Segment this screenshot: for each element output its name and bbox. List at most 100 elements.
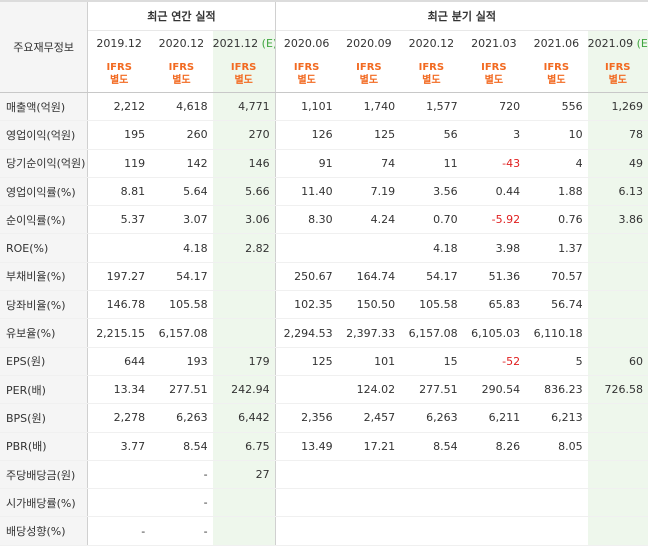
row-label: 영업이익(억원): [0, 120, 89, 150]
period-label: 2021.09: [587, 37, 634, 50]
table-cell: [212, 290, 276, 320]
row-label: 부채비율(%): [0, 261, 89, 292]
table-cell: 720: [462, 92, 526, 122]
period-label: 2021.06: [533, 37, 580, 50]
table-row: 당기순이익(억원) 119 142 146 91 74 11 -43 4 49: [0, 149, 648, 178]
table-cell: 3.98: [462, 233, 526, 263]
table-cell: 6.75: [212, 432, 276, 461]
table-cell: 6,157.08: [400, 318, 463, 348]
table-cell: [587, 459, 648, 490]
table-row: 영업이익(억원) 195 260 270 126 125 56 3 10 78: [0, 120, 648, 150]
table-cell: 164.74: [337, 261, 401, 292]
table-cell: [212, 488, 276, 518]
table-cell: 13.49: [274, 432, 338, 461]
separate-label: 별도: [109, 75, 129, 86]
table-cell: 54.17: [400, 261, 463, 292]
table-cell: 1.37: [525, 233, 588, 263]
table-cell: 6,105.03: [462, 318, 526, 348]
table-cell: 101: [337, 346, 401, 376]
table-cell: 1.88: [525, 176, 588, 207]
table-cell: [587, 488, 648, 518]
table-cell: 6,263: [150, 403, 213, 433]
table-cell: 5.66: [212, 176, 276, 207]
table-cell: [525, 516, 588, 546]
table-cell: 6,263: [400, 403, 463, 433]
table-cell: [274, 233, 338, 263]
separate-label: 별도: [422, 75, 441, 86]
table-cell: 150.50: [337, 290, 401, 320]
table-cell: [400, 459, 463, 490]
table-cell: 10: [525, 120, 588, 150]
period-label: 2020.09: [346, 37, 392, 50]
table-cell: [400, 516, 463, 546]
table-row: 배당성향(%) - -: [0, 516, 648, 546]
table-cell: -5.92: [462, 205, 526, 235]
accounting-standard: IFRS 별도: [337, 56, 401, 93]
table-cell: 11.40: [274, 176, 338, 207]
table-cell: [525, 488, 588, 518]
table-cell: 3.77: [87, 432, 151, 461]
separate-label: 별도: [359, 75, 379, 86]
annual-header: 최근 연간 실적: [87, 0, 276, 31]
table-cell: 6,211: [462, 403, 526, 433]
table-cell: 3: [462, 120, 526, 150]
table-row: 순이익률(%) 5.37 3.07 3.06 8.30 4.24 0.70 -5.92 0.76…: [0, 205, 648, 235]
table-cell: 8.30: [274, 205, 338, 235]
table-cell: [212, 516, 276, 546]
table-cell: 27: [212, 459, 276, 490]
table-cell: 4.18: [400, 233, 463, 263]
separate-label: 별도: [172, 75, 191, 86]
period-header: 2021.12 (E): [212, 30, 276, 56]
table-cell: 11: [400, 149, 463, 178]
table-cell: 1,269: [587, 92, 648, 122]
ifrs-label: IFRS: [356, 62, 382, 73]
table-cell: 49: [587, 149, 648, 178]
period-header: 2019.12: [87, 30, 151, 56]
corner-header: 주요재무정보: [0, 0, 89, 93]
table-cell: 60: [587, 346, 648, 376]
table-cell: [462, 459, 526, 490]
period-label: 2020.12: [158, 37, 205, 50]
table-row: 부채비율(%) 197.27 54.17 250.67 164.74 54.17 51.36…: [0, 261, 648, 292]
row-label: BPS(원): [0, 403, 89, 433]
accounting-standard: IFRS 별도: [274, 56, 338, 93]
table-cell: 556: [525, 92, 588, 122]
table-cell: 5.37: [87, 205, 151, 235]
table-cell: 270: [212, 120, 276, 150]
accounting-standard: IFRS 별도: [525, 56, 588, 93]
accounting-standard: IFRS 별도: [400, 56, 463, 93]
table-cell: 242.94: [212, 375, 276, 405]
ifrs-label: IFRS: [293, 62, 320, 73]
table-row: 시가배당률(%) -: [0, 488, 648, 518]
table-cell: 4,618: [150, 92, 213, 122]
table-cell: [87, 459, 151, 490]
table-cell: [587, 233, 648, 263]
table-cell: 8.05: [525, 432, 588, 461]
table-cell: 56: [400, 120, 463, 150]
table-row: ROE(%) 4.18 2.82 4.18 3.98 1.37: [0, 233, 648, 263]
row-label: PER(배): [0, 375, 89, 405]
accounting-standard: IFRS 별도: [587, 56, 648, 93]
table-cell: [87, 233, 151, 263]
table-cell: 105.58: [400, 290, 463, 320]
table-cell: 6,442: [212, 403, 276, 433]
ifrs-label: IFRS: [605, 62, 631, 73]
table-cell: 2,356: [274, 403, 338, 433]
table-cell: 6,213: [525, 403, 588, 433]
accounting-standard: IFRS 별도: [150, 56, 213, 93]
period-label: 2021.12: [212, 37, 259, 50]
table-row: 당좌비율(%) 146.78 105.58 102.35 150.50 105.58 65.…: [0, 290, 648, 320]
row-label: PBR(배): [0, 432, 89, 461]
table-cell: 3.06: [212, 205, 276, 235]
table-cell: [337, 459, 401, 490]
table-cell: 4: [525, 149, 588, 178]
separate-label: 별도: [547, 75, 566, 86]
table-cell: [274, 516, 338, 546]
table-cell: 2,294.53: [274, 318, 338, 348]
quarter-header: 최근 분기 실적: [274, 0, 648, 31]
separate-label: 별도: [608, 75, 627, 86]
accounting-standard: IFRS 별도: [462, 56, 526, 93]
period-header: 2021.03: [462, 30, 526, 56]
table-cell: 2,397.33: [337, 318, 401, 348]
row-label: 당기순이익(억원): [0, 149, 89, 178]
